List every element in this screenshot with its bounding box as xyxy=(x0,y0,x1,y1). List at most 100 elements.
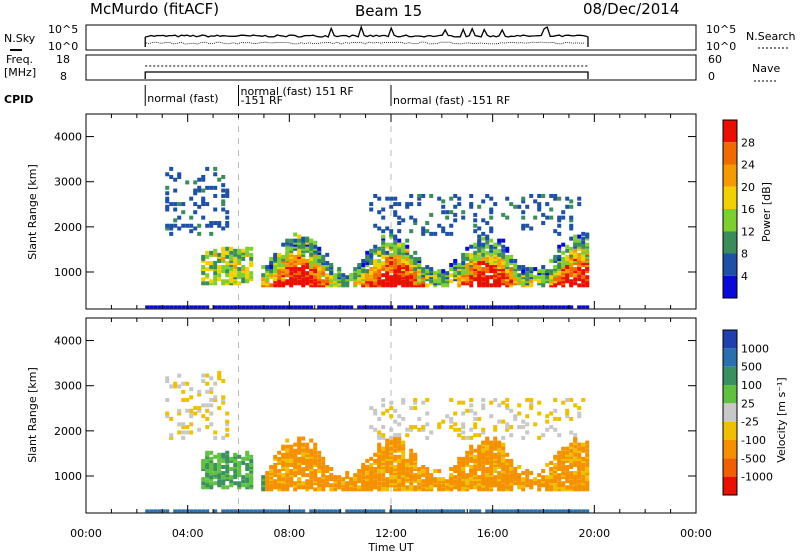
scatter-cell xyxy=(565,256,570,261)
scatter-cell xyxy=(401,454,406,459)
scatter-cell xyxy=(389,458,394,463)
scatter-cell xyxy=(577,456,582,461)
near-range-cell xyxy=(525,509,530,513)
scatter-cell xyxy=(509,481,514,486)
scatter-cell xyxy=(389,460,394,465)
near-range-cell xyxy=(213,509,218,513)
near-range-cell xyxy=(397,305,402,309)
scatter-cell xyxy=(461,462,466,467)
near-range-cell xyxy=(409,305,414,309)
scatter-cell xyxy=(481,452,486,457)
scatter-cell xyxy=(281,281,286,286)
scatter-cell xyxy=(477,234,482,239)
scatter-cell xyxy=(289,252,294,257)
scatter-cell xyxy=(453,469,458,474)
date-title: 08/Dec/2014 xyxy=(583,0,679,18)
scatter-cell xyxy=(233,464,238,469)
scatter-cell xyxy=(181,381,186,386)
scatter-cell xyxy=(417,279,422,284)
scatter-cell xyxy=(413,256,418,261)
scatter-cell xyxy=(297,279,302,284)
scatter-cell xyxy=(373,483,378,488)
scatter-cell xyxy=(489,275,494,280)
scatter-cell xyxy=(265,277,270,282)
scatter-cell xyxy=(453,204,458,209)
colorbar-tick-label: 8 xyxy=(741,248,748,261)
scatter-cell xyxy=(181,389,186,394)
scatter-cell xyxy=(445,487,450,492)
near-range-cell xyxy=(237,305,242,309)
scatter-cell xyxy=(505,477,510,482)
near-range-cell xyxy=(449,305,454,309)
scatter-cell xyxy=(293,244,298,249)
scatter-cell xyxy=(485,277,490,282)
scatter-cell xyxy=(401,250,406,255)
scatter-cell xyxy=(165,207,170,212)
scatter-cell xyxy=(489,252,494,257)
scatter-cell xyxy=(193,210,198,215)
scatter-cell xyxy=(581,263,586,268)
scatter-cell xyxy=(329,269,334,274)
scatter-cell xyxy=(457,265,462,270)
scatter-cell xyxy=(529,267,534,272)
scatter-cell xyxy=(557,215,562,220)
scatter-cell xyxy=(461,460,466,465)
scatter-cell xyxy=(421,269,426,274)
scatter-cell xyxy=(369,485,374,490)
scatter-cell xyxy=(269,263,274,268)
scatter-cell xyxy=(557,460,562,465)
scatter-cell xyxy=(581,462,586,467)
scatter-cell xyxy=(409,277,414,282)
scatter-cell xyxy=(517,281,522,286)
near-range-cell xyxy=(277,509,282,513)
scatter-cell xyxy=(317,248,322,253)
scatter-cell xyxy=(293,456,298,461)
scatter-cell xyxy=(209,471,214,476)
scatter-cell xyxy=(213,430,218,435)
scatter-cell xyxy=(493,454,498,459)
scatter-cell xyxy=(281,258,286,263)
near-range-cell xyxy=(533,305,538,309)
scatter-cell xyxy=(461,481,466,486)
scatter-cell xyxy=(569,485,574,490)
scatter-cell xyxy=(493,281,498,286)
scatter-cell xyxy=(349,277,354,282)
scatter-cell xyxy=(389,244,394,249)
scatter-cell xyxy=(565,454,570,459)
scatter-cell xyxy=(393,279,398,284)
colorbar-frame xyxy=(722,329,738,496)
scatter-cell xyxy=(493,452,498,457)
scatter-cell xyxy=(493,479,498,484)
scatter-cell xyxy=(329,475,334,480)
scatter-cell xyxy=(533,267,538,272)
scatter-cell xyxy=(473,422,478,427)
scatter-cell xyxy=(453,212,458,217)
scatter-cell xyxy=(385,460,390,465)
scatter-cell xyxy=(481,481,486,486)
scatter-cell xyxy=(293,242,298,247)
scatter-cell xyxy=(301,250,306,255)
scatter-cell xyxy=(485,473,490,478)
scatter-cell xyxy=(501,244,506,249)
scatter-cell xyxy=(389,442,394,447)
scatter-cell xyxy=(537,435,542,440)
scatter-cell xyxy=(381,279,386,284)
scatter-cell xyxy=(585,269,590,274)
scatter-cell xyxy=(525,277,530,282)
scatter-cell xyxy=(393,408,398,413)
scatter-cell xyxy=(497,458,502,463)
scatter-cell xyxy=(281,283,286,288)
scatter-cell xyxy=(241,456,246,461)
near-range-cell xyxy=(237,509,242,513)
scatter-cell xyxy=(397,273,402,278)
near-range-cell xyxy=(229,509,234,513)
scatter-cell xyxy=(421,469,426,474)
scatter-cell xyxy=(537,400,542,405)
nsky-panel-frame xyxy=(85,24,697,51)
scatter-cell xyxy=(505,246,510,251)
scatter-cell xyxy=(245,462,250,467)
near-range-cell xyxy=(533,509,538,513)
scatter-cell xyxy=(577,240,582,245)
scatter-cell xyxy=(457,469,462,474)
